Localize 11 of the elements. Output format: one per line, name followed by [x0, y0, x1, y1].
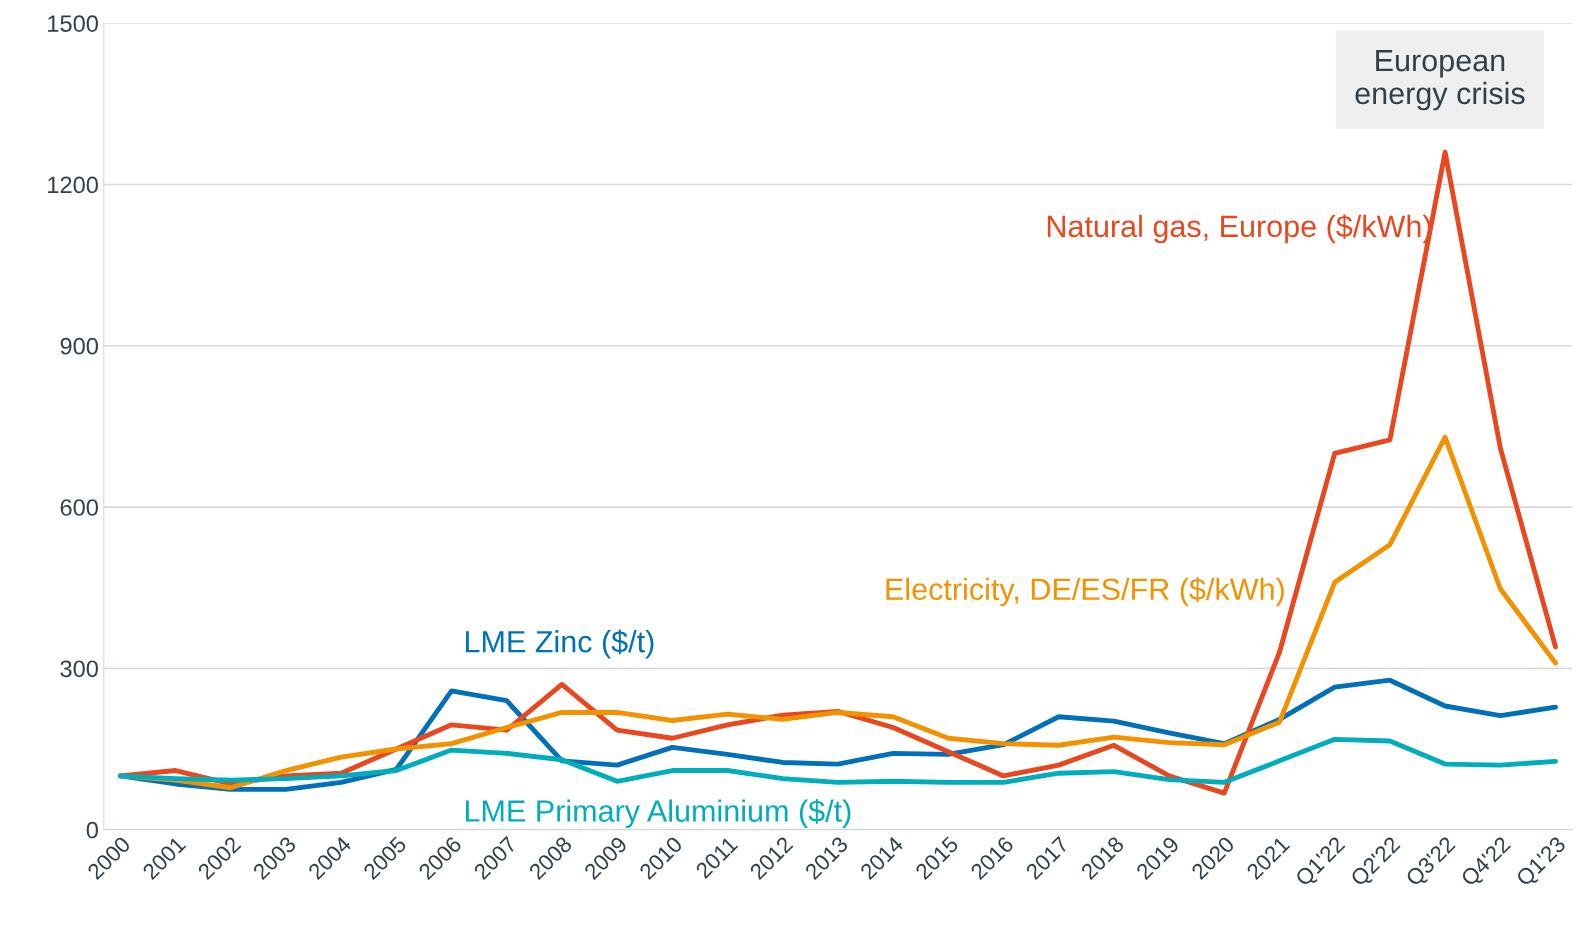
y-tick-label: 1500 [48, 15, 98, 32]
line-series [117, 736, 1558, 785]
y-tick-label: 0 [86, 821, 98, 839]
y-tick-label: 900 [60, 337, 98, 355]
series-label: LME Zinc ($/t) [465, 629, 654, 659]
y-tick-label: 300 [60, 660, 98, 678]
y-tick-label: 600 [60, 499, 98, 516]
y-tick-label: 1200 [48, 176, 98, 194]
series-label: Electricity, DE/ES/FR ($/kWh) [886, 577, 1284, 607]
annotation: European energy crisis [1355, 50, 1525, 111]
series-label: LME Primary Aluminium ($/t) [465, 798, 851, 828]
